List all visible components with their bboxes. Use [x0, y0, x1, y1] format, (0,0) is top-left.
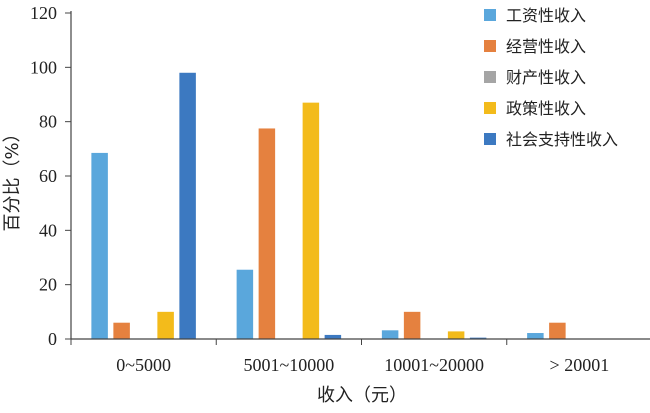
y-tick-label: 60: [39, 166, 57, 186]
legend-label: 经营性收入: [506, 37, 586, 56]
axes: [70, 11, 650, 340]
bar: [447, 331, 465, 339]
legend-swatch: [484, 40, 496, 52]
bar: [258, 128, 276, 339]
bar: [179, 72, 196, 340]
legend-swatch: [484, 71, 496, 83]
y-tick-label: 80: [39, 112, 57, 132]
x-axis-title: 收入（元）: [317, 385, 407, 406]
legend-label: 工资性收入: [506, 6, 586, 25]
bar: [403, 311, 421, 339]
bar: [91, 152, 108, 339]
x-tick-label: 10001~20000: [384, 355, 484, 375]
x-axis-ticks: 0~5000 5001~10000 10001~20000 > 20001: [70, 339, 610, 375]
bar: [157, 311, 174, 339]
y-tick-label: 40: [39, 220, 57, 240]
bars: [91, 72, 566, 340]
bar: [381, 330, 399, 339]
legend-label: 财产性收入: [506, 68, 586, 87]
legend-swatch: [484, 9, 496, 21]
legend-swatch: [484, 133, 496, 145]
y-tick-label: 20: [39, 275, 57, 295]
bar: [324, 334, 342, 339]
y-axis-ticks: 0 20 40 60 80 100 120: [30, 3, 71, 349]
legend-label: 政策性收入: [506, 99, 586, 118]
y-axis-title: 百分比（%）: [2, 124, 23, 231]
legend-label: 社会支持性收入: [506, 130, 618, 149]
x-tick-label: 0~5000: [116, 355, 171, 375]
bar: [469, 337, 487, 339]
y-tick-label: 100: [30, 57, 57, 77]
legend-swatch: [484, 102, 496, 114]
x-tick-label: 5001~10000: [244, 355, 335, 375]
y-tick-label: 0: [48, 329, 57, 349]
bar: [236, 269, 254, 339]
bar: [113, 322, 130, 339]
bar: [302, 102, 320, 340]
bar: [549, 322, 566, 339]
x-tick-label: > 20001: [550, 355, 610, 375]
y-tick-label: 120: [30, 3, 57, 23]
bar: [527, 333, 544, 339]
